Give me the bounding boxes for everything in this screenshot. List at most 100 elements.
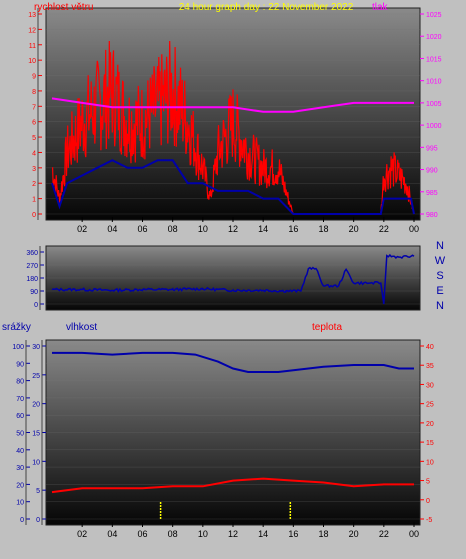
y-tick-label-direction: 270 bbox=[26, 263, 38, 270]
x-tick-label-humidity: 14 bbox=[258, 529, 268, 539]
x-tick-label-wind: 00 bbox=[409, 224, 419, 234]
y-tick-label-rain: 10 bbox=[16, 500, 24, 507]
chart-title: 24 hour graph day : 22 November 2022 bbox=[179, 2, 354, 13]
y-tick-label-pressure: 1015 bbox=[426, 56, 442, 63]
y-tick-label-wind: 3 bbox=[32, 166, 36, 173]
x-tick-label-humidity: 04 bbox=[107, 529, 117, 539]
y-tick-label-pressure: 1010 bbox=[426, 79, 442, 86]
y-tick-label-rain: 60 bbox=[16, 413, 24, 420]
label-humidity: vlhkost bbox=[66, 322, 97, 333]
y-tick-label-direction: 360 bbox=[26, 250, 38, 257]
y-tick-label-wind: 8 bbox=[32, 89, 36, 96]
x-tick-label-wind: 22 bbox=[379, 224, 389, 234]
x-tick-label-humidity: 02 bbox=[77, 529, 87, 539]
x-tick-label-humidity: 20 bbox=[349, 529, 359, 539]
y-tick-label-temperature: 30 bbox=[426, 382, 434, 389]
y-tick-label-temperature: 15 bbox=[426, 440, 434, 447]
series-wind-direction bbox=[51, 253, 415, 305]
y-tick-label-wind: 11 bbox=[29, 43, 36, 50]
x-tick-label-humidity: 06 bbox=[137, 529, 147, 539]
x-tick-label-wind: 02 bbox=[77, 224, 87, 234]
y-tick-label-humidity: 25 bbox=[32, 373, 40, 380]
y-tick-label-pressure: 1025 bbox=[426, 12, 442, 19]
y-tick-label-humidity: 30 bbox=[32, 344, 40, 351]
series-temperature bbox=[51, 477, 414, 494]
y-tick-label-wind: 5 bbox=[32, 135, 36, 142]
y-tick-label-rain: 100 bbox=[12, 344, 24, 351]
y-tick-label-humidity: 0 bbox=[36, 517, 40, 524]
y-tick-label-temperature: 40 bbox=[426, 344, 434, 351]
y-tick-label-temperature: 35 bbox=[426, 363, 434, 370]
y-tick-label-wind: 4 bbox=[32, 150, 36, 157]
y-tick-label-wind: 2 bbox=[32, 181, 36, 188]
y-tick-label-wind: 0 bbox=[32, 212, 36, 219]
x-tick-label-humidity: 10 bbox=[198, 529, 208, 539]
x-tick-label-wind: 16 bbox=[288, 224, 298, 234]
y-tick-label-rain: 30 bbox=[16, 465, 24, 472]
y-tick-label-rain: 0 bbox=[20, 517, 24, 524]
label-pressure: tlak bbox=[372, 2, 389, 13]
y-tick-label-temperature: 0 bbox=[426, 498, 430, 505]
x-tick-label-wind: 14 bbox=[258, 224, 268, 234]
series-humidity bbox=[52, 351, 414, 373]
y-tick-label-pressure: 1005 bbox=[426, 101, 442, 108]
y-tick-label-temperature: 20 bbox=[426, 421, 434, 428]
y-tick-label-pressure: 995 bbox=[426, 145, 438, 152]
x-tick-label-humidity: 00 bbox=[409, 529, 419, 539]
y-tick-label-direction: 0 bbox=[34, 302, 38, 309]
y-tick-label-pressure: 985 bbox=[426, 190, 438, 197]
y-tick-label-wind: 13 bbox=[28, 12, 36, 19]
compass-label: N bbox=[436, 300, 444, 312]
y-tick-label-rain: 50 bbox=[16, 431, 24, 438]
label-temperature: teplota bbox=[312, 322, 342, 333]
y-tick-label-humidity: 10 bbox=[32, 459, 40, 466]
y-tick-label-pressure: 1000 bbox=[426, 123, 442, 130]
y-tick-label-humidity: 20 bbox=[32, 402, 40, 409]
y-tick-label-wind: 12 bbox=[28, 27, 36, 34]
label-wind-speed: rychlost větru bbox=[34, 2, 93, 13]
y-tick-label-wind: 1 bbox=[32, 197, 36, 204]
y-tick-label-direction: 180 bbox=[26, 276, 38, 283]
x-tick-label-wind: 12 bbox=[228, 224, 238, 234]
compass-label: S bbox=[436, 270, 443, 282]
plot-area-humidity-temp bbox=[45, 339, 421, 526]
y-tick-label-rain: 80 bbox=[16, 379, 24, 386]
y-tick-label-rain: 20 bbox=[16, 482, 24, 489]
series-wind-average bbox=[51, 159, 415, 215]
compass-label: E bbox=[436, 285, 443, 297]
x-tick-label-humidity: 18 bbox=[318, 529, 328, 539]
x-tick-label-humidity: 08 bbox=[168, 529, 178, 539]
plot-area-direction bbox=[45, 245, 421, 311]
y-tick-label-pressure: 980 bbox=[426, 212, 438, 219]
label-rainfall: srážky bbox=[2, 322, 31, 333]
x-tick-label-wind: 18 bbox=[318, 224, 328, 234]
y-tick-label-temperature: 10 bbox=[426, 459, 434, 466]
x-tick-label-wind: 10 bbox=[198, 224, 208, 234]
compass-label: W bbox=[435, 255, 446, 267]
y-tick-label-pressure: 990 bbox=[426, 168, 438, 175]
y-tick-label-temperature: 5 bbox=[426, 479, 430, 486]
y-tick-label-rain: 70 bbox=[16, 396, 24, 403]
x-tick-label-wind: 06 bbox=[137, 224, 147, 234]
y-tick-label-humidity: 15 bbox=[32, 431, 40, 438]
x-tick-label-humidity: 16 bbox=[288, 529, 298, 539]
x-tick-label-wind: 04 bbox=[107, 224, 117, 234]
y-tick-label-wind: 7 bbox=[32, 104, 36, 111]
y-tick-label-humidity: 5 bbox=[36, 488, 40, 495]
y-tick-label-wind: 9 bbox=[32, 74, 36, 81]
y-tick-label-temperature: 25 bbox=[426, 402, 434, 409]
y-tick-label-wind: 6 bbox=[32, 120, 36, 127]
y-tick-label-pressure: 1020 bbox=[426, 34, 442, 41]
y-tick-label-wind: 10 bbox=[28, 58, 36, 65]
x-tick-label-humidity: 12 bbox=[228, 529, 238, 539]
x-tick-label-humidity: 22 bbox=[379, 529, 389, 539]
y-tick-label-temperature: -5 bbox=[426, 517, 432, 524]
y-tick-label-rain: 90 bbox=[16, 361, 24, 368]
y-tick-label-direction: 90 bbox=[30, 289, 38, 296]
x-tick-label-wind: 08 bbox=[168, 224, 178, 234]
x-tick-label-wind: 20 bbox=[349, 224, 359, 234]
compass-label: N bbox=[436, 240, 444, 252]
series-pressure bbox=[51, 97, 414, 113]
